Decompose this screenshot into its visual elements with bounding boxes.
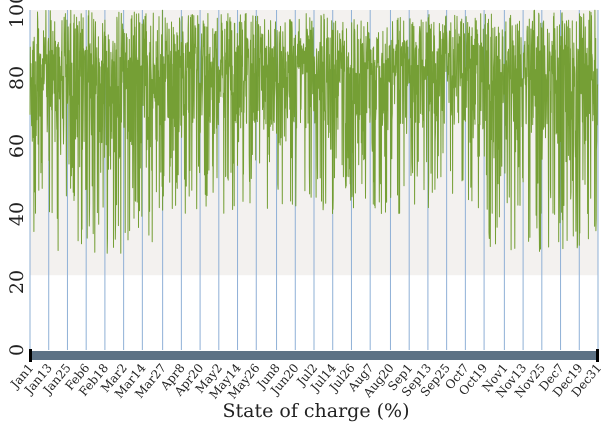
x-axis-title: State of charge (%) <box>222 400 409 422</box>
x-axis-bar <box>30 351 598 360</box>
y-tick-label: 0 <box>6 344 28 356</box>
y-tick-label: 100 <box>6 0 28 28</box>
x-axis-end-cap <box>596 349 599 362</box>
y-tick-label: 40 <box>6 202 28 226</box>
x-tick-labels: Jan1Jan13Jan25Feb6Feb18Mar2Mar14Mar27Apr… <box>7 361 605 402</box>
y-tick-labels: 0 20 40 60 80 100 <box>6 0 28 356</box>
y-tick-label: 60 <box>6 134 28 158</box>
series-layer <box>29 9 599 254</box>
y-tick-label: 80 <box>6 66 28 90</box>
y-tick-label: 20 <box>6 270 28 294</box>
series-line <box>29 9 599 254</box>
x-axis-layer <box>29 349 599 362</box>
x-axis-start-cap <box>29 349 32 362</box>
